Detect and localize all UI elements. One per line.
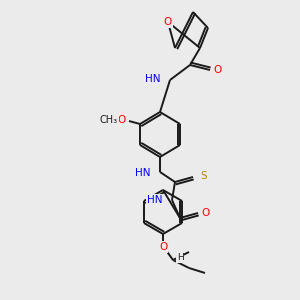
Text: HN: HN (146, 74, 161, 84)
Text: S: S (200, 171, 207, 181)
Text: HN: HN (146, 195, 162, 205)
Text: O: O (117, 115, 125, 125)
Text: CH₃: CH₃ (100, 115, 118, 125)
Text: HN: HN (134, 168, 150, 178)
Text: O: O (159, 242, 167, 252)
Text: H: H (177, 254, 184, 262)
Text: O: O (213, 65, 221, 75)
Text: O: O (201, 208, 209, 218)
Text: O: O (164, 17, 172, 27)
